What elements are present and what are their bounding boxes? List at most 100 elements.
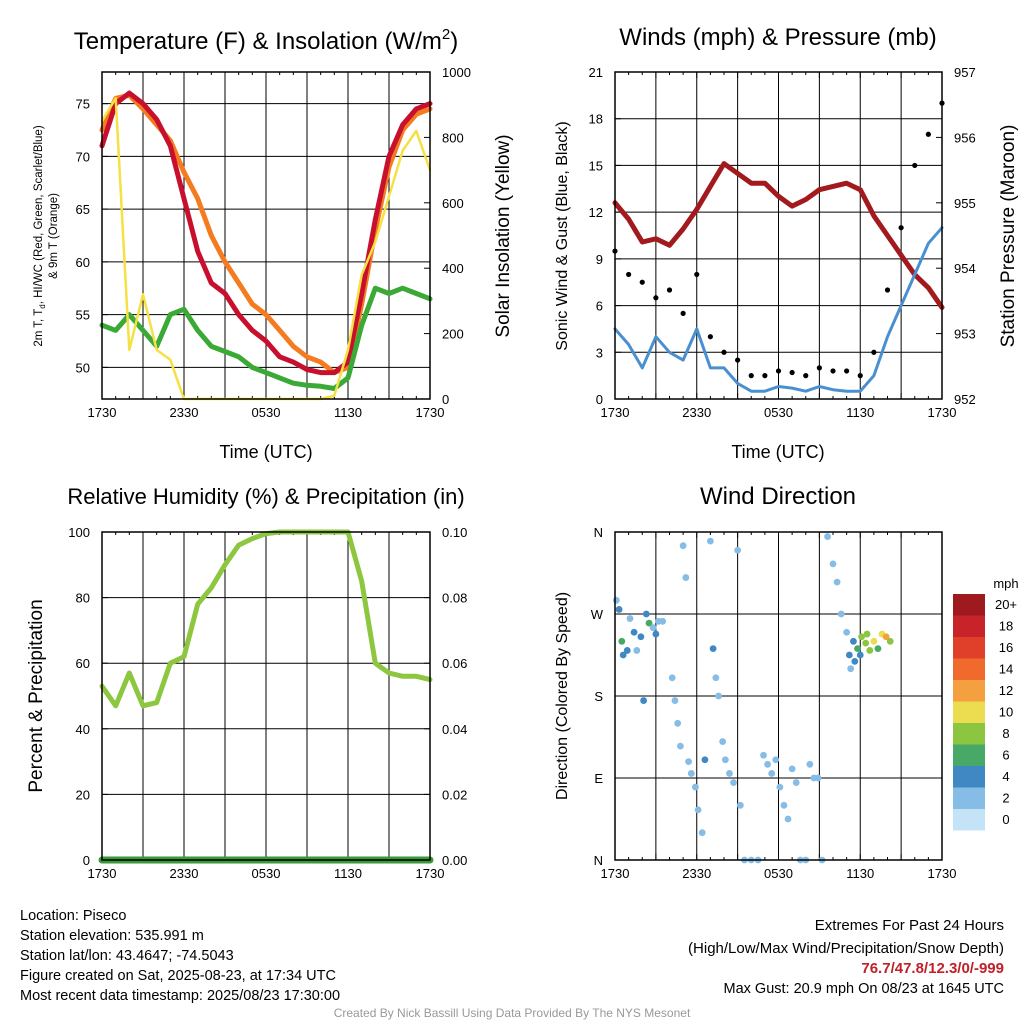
direction-point <box>863 630 871 638</box>
y-tick-label-right: 400 <box>442 261 464 276</box>
y-tick-label-right: 956 <box>954 130 976 145</box>
direction-point <box>734 546 742 554</box>
direction-point <box>814 774 822 782</box>
direction-point <box>694 806 702 814</box>
series-point-2 <box>830 368 836 374</box>
wind-ylabel-left: Sonic Wind & Gust (Blue, Black) <box>554 121 571 350</box>
colorbar-swatch <box>953 809 985 831</box>
dir-ylabel-left: Direction (Colored By Speed) <box>554 592 571 800</box>
direction-point <box>668 674 676 682</box>
x-tick-label: 0530 <box>252 866 281 881</box>
y-tick-label-left: 12 <box>589 205 603 220</box>
panel-wind: 1730 2330 0530 1130 173003691215182195295395… <box>589 65 976 420</box>
direction-point <box>833 578 841 586</box>
y-tick-label-left: 60 <box>76 255 90 270</box>
direction-point <box>845 651 853 659</box>
colorbar-swatch <box>953 594 985 616</box>
direction-point <box>764 760 771 768</box>
y-tick-label-left: S <box>594 689 603 704</box>
colorbar-swatch <box>953 615 985 637</box>
extremes-heading: Extremes For Past 24 Hours <box>814 917 1004 934</box>
colorbar-swatch <box>953 766 985 788</box>
series-point-2 <box>721 349 727 355</box>
direction-point <box>685 758 692 765</box>
direction-point <box>874 645 882 653</box>
series-point-2 <box>803 373 809 379</box>
direction-point <box>671 697 679 704</box>
colorbar-label: 6 <box>1002 748 1009 763</box>
direction-point <box>715 692 722 700</box>
y-tick-label-left: 100 <box>68 525 90 540</box>
direction-point <box>712 674 720 682</box>
direction-point <box>706 537 714 545</box>
y-tick-label-left: 0 <box>596 392 603 407</box>
y-tick-label-left: 60 <box>76 656 90 671</box>
direction-point <box>623 647 631 654</box>
y-tick-label-left: 70 <box>76 149 90 164</box>
x-tick-label: 2330 <box>170 866 199 881</box>
direction-point <box>719 738 727 745</box>
plot-border <box>101 531 431 861</box>
x-tick-label: 0530 <box>764 866 793 881</box>
x-tick-label: 1730 <box>416 405 445 420</box>
series-point-2 <box>898 225 904 231</box>
y-tick-label-left: N <box>594 525 603 540</box>
direction-point <box>886 637 894 645</box>
colorbar-swatch <box>953 701 985 723</box>
series-point-2 <box>884 287 891 293</box>
direction-point <box>854 645 861 653</box>
y-tick-label-left: 3 <box>596 345 603 360</box>
y-tick-label-left: 6 <box>596 299 603 314</box>
x-tick-label: 1730 <box>928 405 957 420</box>
y-tick-label-left: 55 <box>76 308 90 323</box>
direction-point <box>691 783 699 791</box>
y-tick-label-left: W <box>591 607 604 622</box>
series-point-2 <box>653 295 659 301</box>
direction-point <box>615 606 623 613</box>
y-tick-label-left: 75 <box>76 97 90 112</box>
series-point-2 <box>626 271 632 278</box>
y-tick-label-right: 0 <box>442 392 449 407</box>
x-tick-label: 0530 <box>252 405 281 420</box>
temp-xlabel: Time (UTC) <box>219 442 312 462</box>
direction-point <box>768 770 776 777</box>
colorbar-label: 20+ <box>995 597 1017 612</box>
series-point-2 <box>925 131 931 137</box>
colorbar-label: 2 <box>1002 791 1009 806</box>
temp-title: Temperature (F) & Insolation (W/m2) <box>74 26 458 55</box>
y-tick-label-left: 65 <box>76 202 90 217</box>
series-point-2 <box>735 357 741 363</box>
series-line-1 <box>613 226 944 393</box>
x-tick-label: 1130 <box>334 405 362 420</box>
direction-point <box>630 628 638 636</box>
direction-point <box>637 633 645 641</box>
credit-text: Created By Nick Bassill Using Data Provi… <box>333 1006 691 1020</box>
direction-point <box>726 770 733 777</box>
series-point-2 <box>666 287 673 293</box>
y-tick-label-right: 952 <box>954 392 976 407</box>
series-line-0 <box>99 529 433 709</box>
direction-point <box>677 742 684 750</box>
y-tick-label-right: 0.06 <box>442 656 467 671</box>
direction-point <box>619 651 627 659</box>
x-tick-label: 0530 <box>764 405 793 420</box>
colorbar-title: mph <box>993 576 1018 591</box>
temp-ylabel-left-2: & 9m T (Orange) <box>48 193 60 279</box>
series-point-2 <box>639 279 645 285</box>
series-point-2 <box>680 310 686 316</box>
y-tick-label-right: 0.10 <box>442 525 467 540</box>
direction-point <box>784 815 792 823</box>
y-tick-label-left: 40 <box>76 722 90 737</box>
direction-point <box>736 801 744 809</box>
series-line-1 <box>99 90 433 376</box>
direction-point <box>698 829 706 837</box>
direction-point <box>806 760 814 768</box>
max-gust-text: Max Gust: 20.9 mph On 08/23 at 1645 UTC <box>723 981 1004 997</box>
colorbar-label: 12 <box>999 683 1013 698</box>
x-tick-label: 1130 <box>846 405 874 420</box>
colorbar-label: 18 <box>999 619 1013 634</box>
direction-point <box>682 574 690 581</box>
y-tick-label-right: 0.08 <box>442 591 467 606</box>
panel-direction: 1730 2330 0530 1130 1730NESWNmph20+181614121… <box>591 525 1019 881</box>
y-tick-label-left: N <box>594 853 603 868</box>
